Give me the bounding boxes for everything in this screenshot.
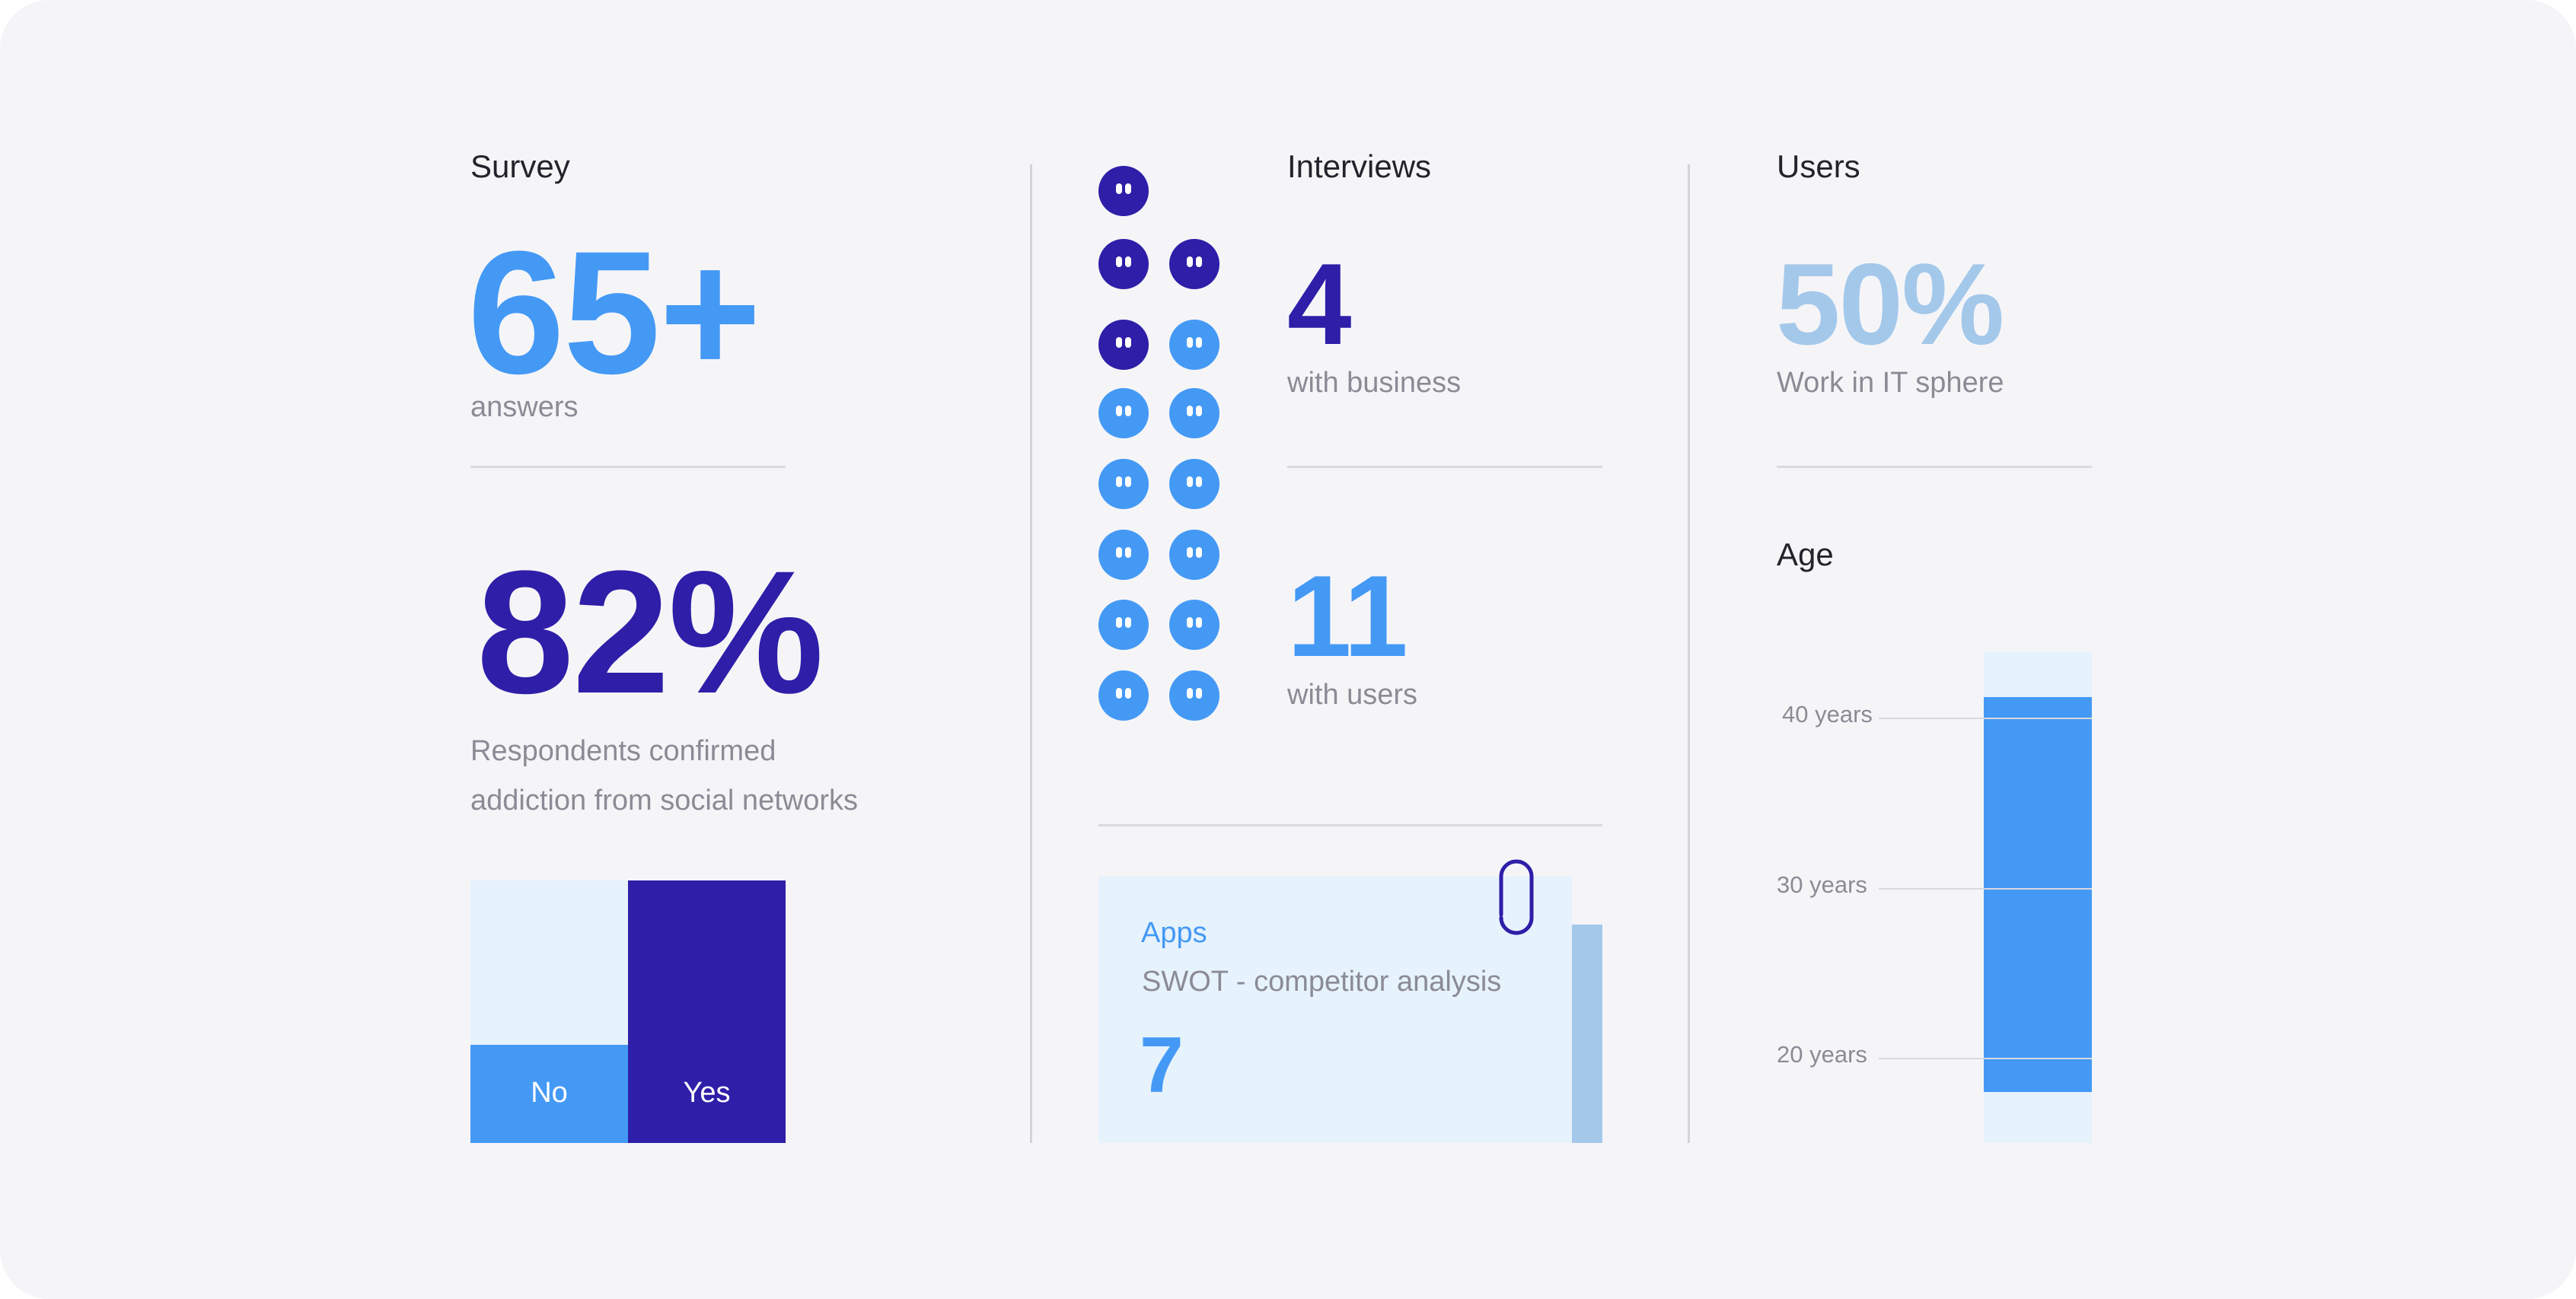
age-chart: 40 years 30 years 20 years xyxy=(1777,651,2092,1143)
face-icon xyxy=(1169,530,1219,580)
age-range-bar xyxy=(1984,697,2092,1092)
users-it-caption: Work in IT sphere xyxy=(1777,367,2004,399)
apps-card: Apps SWOT - competitor analysis 7 xyxy=(1098,877,1572,1143)
apps-label: Apps xyxy=(1141,917,1207,949)
survey-divider xyxy=(470,466,786,468)
yes-bar xyxy=(628,880,786,1143)
face-icon xyxy=(1098,320,1149,370)
face-icon xyxy=(1169,388,1219,438)
apps-divider xyxy=(1098,824,1602,826)
interviews-business-caption: with business xyxy=(1287,367,1462,399)
face-icon xyxy=(1098,166,1149,216)
interviews-business-value: 4 xyxy=(1287,240,1352,369)
face-icon xyxy=(1098,388,1149,438)
addiction-caption-line2: addiction from social networks xyxy=(470,785,858,817)
yes-no-chart: No Yes xyxy=(470,880,786,1143)
yes-label: Yes xyxy=(683,1077,731,1109)
column-divider-2 xyxy=(1688,164,1690,1143)
age-tick-label: 30 years xyxy=(1777,871,1867,898)
interviews-heading: Interviews xyxy=(1287,148,1432,184)
apps-title: SWOT - competitor analysis xyxy=(1142,966,1502,998)
interviews-divider xyxy=(1287,466,1602,468)
users-divider xyxy=(1777,466,2092,468)
survey-answers-value: 65+ xyxy=(467,215,761,410)
interviews-users-caption: with users xyxy=(1287,679,1418,711)
age-gridline xyxy=(1879,1058,2092,1060)
face-icon xyxy=(1098,600,1149,650)
addiction-caption-line1: Respondents confirmed xyxy=(470,735,776,767)
apps-value: 7 xyxy=(1140,1021,1184,1110)
face-icon xyxy=(1098,530,1149,580)
face-icon xyxy=(1169,320,1219,370)
survey-heading: Survey xyxy=(470,148,570,184)
age-tick-label: 40 years xyxy=(1782,701,1873,728)
face-icon xyxy=(1169,600,1219,650)
paperclip-icon xyxy=(1490,849,1544,938)
age-axis: 40 years 30 years 20 years xyxy=(1777,651,2092,1143)
age-gridline xyxy=(1879,718,2092,720)
face-icon xyxy=(1169,459,1219,509)
no-label: No xyxy=(531,1077,568,1109)
users-heading: Users xyxy=(1777,148,1860,184)
face-icon xyxy=(1098,239,1149,289)
addiction-value: 82% xyxy=(477,534,824,730)
face-icon xyxy=(1169,239,1219,289)
interview-dots xyxy=(1098,166,1220,729)
column-divider-1 xyxy=(1030,164,1032,1143)
age-tick-label: 20 years xyxy=(1777,1041,1867,1068)
face-icon xyxy=(1169,670,1219,721)
age-heading: Age xyxy=(1777,536,1834,572)
age-gridline xyxy=(1879,887,2092,890)
apps-card-back-sheet xyxy=(1572,925,1602,1143)
face-icon xyxy=(1098,459,1149,509)
interviews-users-value: 11 xyxy=(1287,552,1408,681)
no-bar xyxy=(470,1045,628,1143)
face-icon xyxy=(1098,670,1149,721)
survey-answers-caption: answers xyxy=(470,391,579,423)
users-it-value: 50% xyxy=(1776,240,2004,369)
